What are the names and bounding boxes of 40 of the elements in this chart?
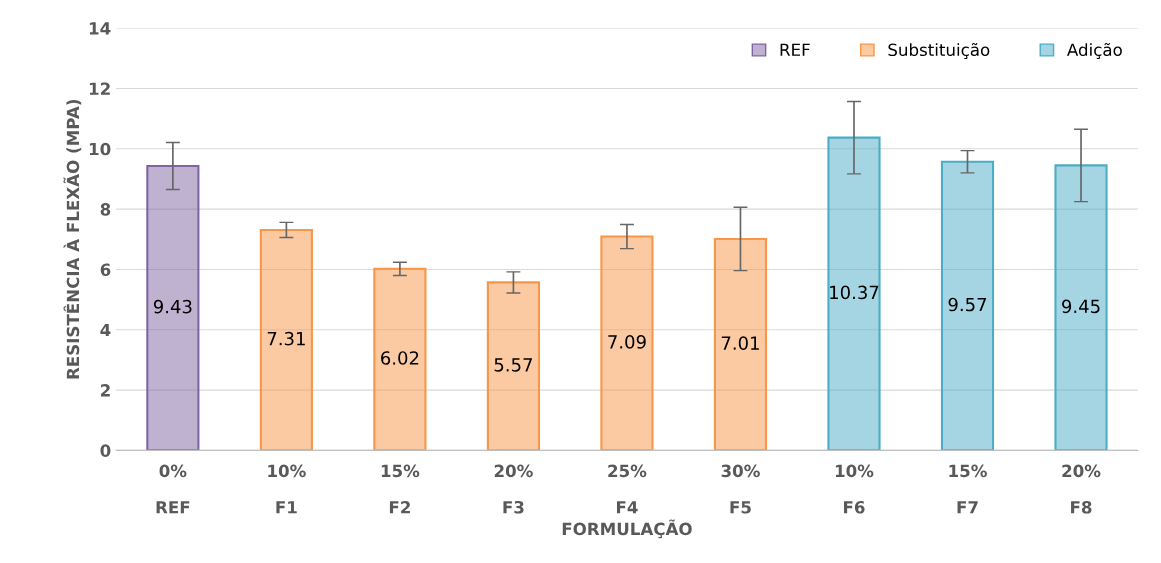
legend-label: Adição (1067, 42, 1122, 60)
data-label: 7.01 (721, 336, 759, 350)
category-label: 0% REF (156, 464, 190, 514)
data-label: 10.37 (830, 285, 879, 300)
y-tick-label: 4 (100, 323, 111, 337)
data-label: 9.45 (1062, 299, 1100, 314)
y-tick-label: 10 (89, 142, 111, 156)
y-tick-label: 0 (100, 444, 111, 457)
bar (713, 237, 768, 451)
data-label: 7.31 (267, 331, 305, 346)
category-label: 20% F3 (494, 464, 533, 514)
data-label: 9.43 (153, 299, 192, 314)
y-tick-label: 6 (100, 263, 111, 276)
data-label: 9.57 (948, 297, 987, 312)
bar (146, 164, 200, 451)
bar (1054, 164, 1108, 451)
category-label: 15% F2 (381, 464, 420, 514)
y-tick-label: 12 (89, 82, 110, 95)
data-label: 6.02 (381, 351, 419, 365)
category-label: 10% F1 (268, 464, 306, 514)
data-label: 7.09 (608, 335, 646, 349)
y-tick-label: 2 (100, 384, 110, 397)
bar (827, 136, 881, 451)
bar (940, 160, 995, 451)
category-label: 20% F8 (1062, 464, 1101, 514)
category-label: 25% F4 (608, 464, 647, 514)
legend-label: REF (780, 43, 810, 56)
y-tick-label: 8 (100, 203, 111, 216)
bar (259, 228, 313, 451)
legend-label: Substituição (888, 42, 990, 60)
y-tick-label: 14 (89, 22, 111, 35)
x-axis-title: FORMULAÇÃO (562, 519, 692, 539)
bar (486, 281, 540, 451)
category-label: 15% F7 (949, 464, 987, 514)
bar (600, 235, 654, 451)
data-label: 5.57 (494, 358, 532, 372)
y-axis-title: RESISTÊNCIA À FLEXÃO (MPA) (63, 99, 82, 379)
category-label: 10% F6 (835, 464, 874, 514)
bar (373, 267, 427, 451)
category-label: 30% F5 (721, 464, 760, 514)
